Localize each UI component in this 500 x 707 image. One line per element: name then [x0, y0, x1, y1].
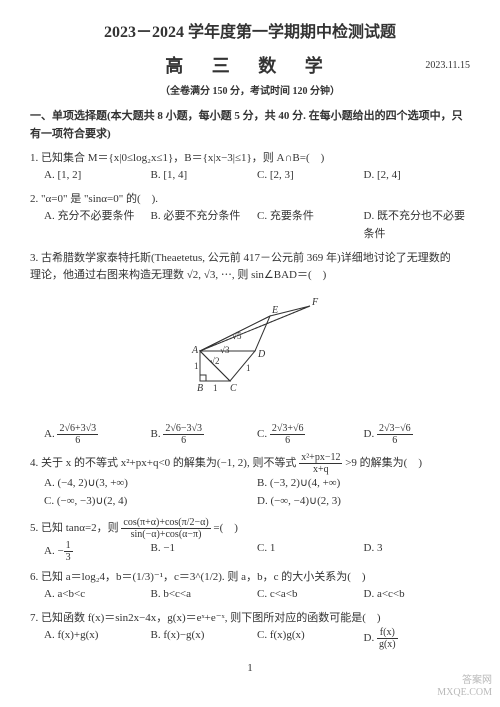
q7-opt-c: C. f(x)g(x) — [257, 627, 364, 650]
label-E: E — [271, 305, 278, 316]
q7-opt-a: A. f(x)+g(x) — [44, 627, 151, 650]
question-3: 3. 古希腊数学家泰特托斯(Theaetetus, 公元前 417－公元前 36… — [30, 250, 470, 447]
q1-opt-d: D. [2, 4] — [364, 167, 471, 185]
q5-opt-d: D. 3 — [364, 540, 471, 563]
q4-opt-a: A. (−4, 2)∪(3, +∞) — [44, 475, 257, 493]
question-2: 2. "α=0" 是 "sinα=0" 的( ). A. 充分不必要条件 B. … — [30, 191, 470, 244]
q6-opt-b: B. b<c<a — [151, 586, 258, 604]
section-1-head: 一、单项选择题(本大题共 8 小题，每小题 5 分，共 40 分. 在每小题给出… — [30, 108, 470, 143]
subject-row: 高 三 数 学 2023.11.15 — [30, 52, 470, 81]
label-D: D — [257, 349, 266, 360]
subject: 高 三 数 学 — [165, 56, 335, 76]
q3-text-2: 理论，他通过右图来构造无理数 √2, √3, ⋯, 则 sin∠BAD＝( ) — [30, 267, 470, 285]
q7-opt-b: B. f(x)−g(x) — [151, 627, 258, 650]
edge-one2: 1 — [213, 383, 218, 393]
q2-opt-b: B. 必要不充分条件 — [151, 208, 258, 243]
q1-opt-b: B. [1, 4] — [151, 167, 258, 185]
q3-opt-a: A. 2√6+3√36 — [44, 423, 151, 446]
question-4: 4. 关于 x 的不等式 x²+px+q<0 的解集为(−1, 2), 则不等式… — [30, 452, 470, 510]
q2-text: 2. "α=0" 是 "sinα=0" 的( ). — [30, 191, 470, 209]
edge-one3: 1 — [246, 363, 251, 373]
q6-opt-a: A. a<b<c — [44, 586, 151, 604]
q3-opt-c: C. 2√3+√66 — [257, 423, 364, 446]
q6-opt-d: D. a<c<b — [364, 586, 471, 604]
q2-opt-a: A. 充分不必要条件 — [44, 208, 151, 243]
edge-r5: √5 — [232, 331, 242, 341]
q6-opt-c: C. c<a<b — [257, 586, 364, 604]
q2-opt-c: C. 充要条件 — [257, 208, 364, 243]
exam-info: （全卷满分 150 分，考试时间 120 分钟） — [30, 84, 470, 100]
q4-text: 4. 关于 x 的不等式 x²+px+q<0 的解集为(−1, 2), 则不等式… — [30, 452, 470, 475]
q7-opt-d: D. f(x)g(x) — [364, 627, 471, 650]
exam-date: 2023.11.15 — [425, 58, 470, 74]
exam-title: 2023－2024 学年度第一学期期中检测试题 — [30, 20, 470, 46]
label-B: B — [197, 383, 203, 394]
q5-opt-a: A. −13 — [44, 540, 151, 563]
q5-text: 5. 已知 tanα=2，则 cos(π+α)+cos(π/2−α)sin(−α… — [30, 517, 470, 540]
label-A: A — [191, 345, 199, 356]
page-number: 1 — [30, 660, 470, 678]
label-C: C — [230, 383, 237, 394]
question-1: 1. 已知集合 M＝{x|0≤log₂x≤1}，B＝{x|x−3|≤1}，则 A… — [30, 150, 470, 185]
q5-opt-b: B. −1 — [151, 540, 258, 563]
q3-opt-d: D. 2√3−√66 — [364, 423, 471, 446]
edge-r2: √2 — [210, 356, 219, 366]
q1-opt-c: C. [2, 3] — [257, 167, 364, 185]
q2-opt-d: D. 既不充分也不必要条件 — [364, 208, 471, 243]
q4-opt-b: B. (−3, 2)∪(4, +∞) — [257, 475, 470, 493]
question-6: 6. 已知 a＝log₂4，b＝(1/3)⁻¹，c＝3^(1/2). 则 a，b… — [30, 569, 470, 604]
edge-one1: 1 — [194, 361, 199, 371]
q6-text: 6. 已知 a＝log₂4，b＝(1/3)⁻¹，c＝3^(1/2). 则 a，b… — [30, 569, 470, 587]
q1-text: 1. 已知集合 M＝{x|0≤log₂x≤1}，B＝{x|x−3|≤1}，则 A… — [30, 150, 470, 168]
q3-diagram: A B C D E F √2 √3 √5 1 1 1 — [30, 291, 470, 418]
label-F: F — [311, 297, 319, 308]
q3-text-1: 3. 古希腊数学家泰特托斯(Theaetetus, 公元前 417－公元前 36… — [30, 250, 470, 268]
q4-opt-c: C. (−∞, −3)∪(2, 4) — [44, 493, 257, 511]
question-5: 5. 已知 tanα=2，则 cos(π+α)+cos(π/2−α)sin(−α… — [30, 517, 470, 563]
q5-opt-c: C. 1 — [257, 540, 364, 563]
question-7: 7. 已知函数 f(x)＝sin2x−4x，g(x)＝eˣ+e⁻ˣ, 则下图所对… — [30, 610, 470, 651]
q1-opt-a: A. [1, 2] — [44, 167, 151, 185]
watermark: 答案网 MXQE.COM — [437, 675, 492, 699]
q7-text: 7. 已知函数 f(x)＝sin2x−4x，g(x)＝eˣ+e⁻ˣ, 则下图所对… — [30, 610, 470, 628]
q3-opt-b: B. 2√6−3√36 — [151, 423, 258, 446]
edge-r3: √3 — [220, 345, 230, 355]
q4-opt-d: D. (−∞, −4)∪(2, 3) — [257, 493, 470, 511]
